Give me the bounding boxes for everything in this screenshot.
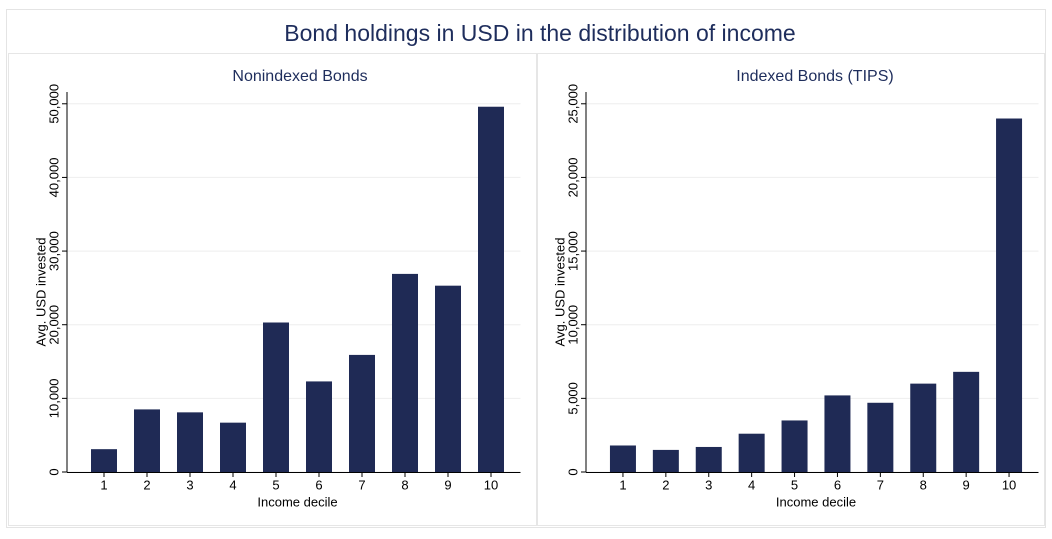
x-tick-label: 9 [963,477,970,492]
y-tick-label: 20,000 [46,305,61,345]
panel-title: Indexed Bonds (TIPS) [736,68,893,85]
y-axis-title: Avg. USD invested [33,238,48,347]
y-tick-label: 0 [46,468,61,475]
y-tick-label: 20,000 [565,158,580,198]
bar [652,449,679,472]
y-tick-label: 50,000 [46,84,61,124]
panel-frame [537,53,1045,526]
y-tick-label: 40,000 [46,158,61,198]
y-axis-title: Avg. USD invested [552,238,567,347]
bar [824,395,851,472]
y-tick-label: 10,000 [565,305,580,345]
bar [435,285,461,472]
x-tick-label: 7 [358,477,365,492]
y-tick-label: 0 [565,468,580,475]
x-tick-label: 2 [143,477,150,492]
x-tick-label: 3 [186,477,193,492]
bar [738,433,765,472]
x-tick-label: 7 [877,477,884,492]
bar [781,420,808,472]
x-tick-label: 10 [1002,477,1016,492]
panel-title: Nonindexed Bonds [232,68,367,85]
x-tick-label: 1 [619,477,626,492]
bar [392,273,418,472]
x-tick-label: 2 [662,477,669,492]
bar [91,449,117,472]
y-tick-label: 30,000 [46,231,61,271]
bar [306,381,332,472]
bar [910,383,937,472]
x-tick-label: 4 [229,477,236,492]
x-tick-label: 9 [444,477,451,492]
bar [177,412,203,472]
x-tick-label: 8 [920,477,927,492]
x-tick-label: 8 [401,477,408,492]
x-tick-label: 5 [272,477,279,492]
y-tick-label: 5,000 [565,382,580,415]
x-tick-label: 10 [484,477,498,492]
bar [996,118,1023,472]
y-tick-label: 25,000 [565,84,580,124]
x-tick-label: 3 [705,477,712,492]
bar [263,322,289,472]
figure-frame [6,9,1046,528]
bar [349,354,375,472]
y-tick-label: 10,000 [46,378,61,418]
bar [609,445,636,472]
bar [953,371,980,472]
x-tick-label: 6 [315,477,322,492]
bar [220,422,246,472]
x-tick-label: 4 [748,477,755,492]
x-tick-label: 6 [834,477,841,492]
y-tick-label: 15,000 [565,231,580,271]
x-tick-label: 5 [791,477,798,492]
x-tick-label: 1 [100,477,107,492]
x-axis-title: Income decile [257,494,337,509]
bar [134,409,160,472]
bar [867,402,894,472]
figure-title: Bond holdings in USD in the distribution… [284,20,795,46]
x-axis-title: Income decile [776,494,856,509]
panel-frame [8,53,537,526]
bar [695,446,722,472]
bar [478,106,504,472]
